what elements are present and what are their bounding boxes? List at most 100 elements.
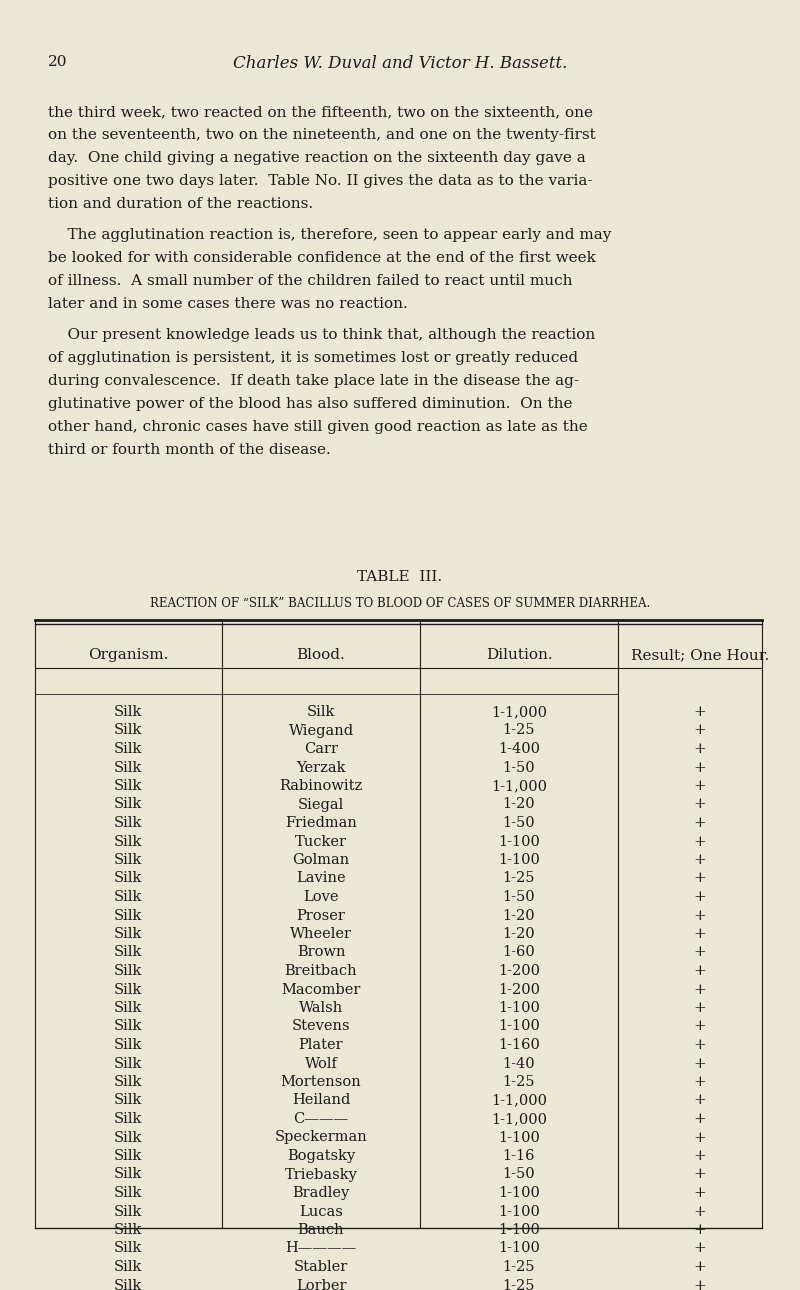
Text: Tucker: Tucker	[295, 835, 347, 849]
Text: +: +	[694, 835, 706, 849]
Text: 1-100: 1-100	[498, 835, 540, 849]
Text: 1-25: 1-25	[502, 872, 535, 885]
Text: Silk: Silk	[114, 779, 142, 793]
Text: Silk: Silk	[114, 1223, 142, 1237]
Text: Brown: Brown	[297, 946, 346, 960]
Text: Macomber: Macomber	[282, 983, 361, 996]
Text: +: +	[694, 964, 706, 978]
Text: Yerzak: Yerzak	[296, 761, 346, 774]
Text: Silk: Silk	[114, 983, 142, 996]
Text: Plater: Plater	[298, 1038, 343, 1053]
Text: +: +	[694, 1278, 706, 1290]
Text: 1-25: 1-25	[502, 1075, 535, 1089]
Text: 1-100: 1-100	[498, 1205, 540, 1219]
Text: 1-1,000: 1-1,000	[491, 706, 547, 719]
Text: +: +	[694, 742, 706, 756]
Text: Silk: Silk	[114, 1001, 142, 1015]
Text: +: +	[694, 1075, 706, 1089]
Text: TABLE  III.: TABLE III.	[358, 570, 442, 584]
Text: 1-50: 1-50	[502, 890, 535, 904]
Text: the third week, two reacted on the fifteenth, two on the sixteenth, one: the third week, two reacted on the fifte…	[48, 104, 593, 119]
Text: Wheeler: Wheeler	[290, 928, 352, 940]
Text: 1-25: 1-25	[502, 1278, 535, 1290]
Text: Silk: Silk	[114, 1186, 142, 1200]
Text: Organism.: Organism.	[88, 648, 168, 662]
Text: 1-50: 1-50	[502, 817, 535, 829]
Text: Friedman: Friedman	[285, 817, 357, 829]
Text: 1-20: 1-20	[502, 797, 535, 811]
Text: +: +	[694, 853, 706, 867]
Text: Carr: Carr	[304, 742, 338, 756]
Text: Charles W. Duval and Victor H. Bassett.: Charles W. Duval and Victor H. Bassett.	[233, 55, 567, 72]
Text: on the seventeenth, two on the nineteenth, and one on the twenty-first: on the seventeenth, two on the nineteent…	[48, 128, 596, 142]
Text: Silk: Silk	[114, 1094, 142, 1108]
Text: Silk: Silk	[114, 908, 142, 922]
Text: C———: C———	[294, 1112, 349, 1126]
Text: Bauch: Bauch	[298, 1223, 344, 1237]
Text: of illness.  A small number of the children failed to react until much: of illness. A small number of the childr…	[48, 273, 573, 288]
Text: 1-100: 1-100	[498, 1186, 540, 1200]
Text: +: +	[694, 1001, 706, 1015]
Text: 1-20: 1-20	[502, 928, 535, 940]
Text: 1-100: 1-100	[498, 1241, 540, 1255]
Text: during convalescence.  If death take place late in the disease the ag-: during convalescence. If death take plac…	[48, 374, 579, 388]
Text: Silk: Silk	[114, 706, 142, 719]
Text: Blood.: Blood.	[297, 648, 346, 662]
Text: +: +	[694, 872, 706, 885]
Text: +: +	[694, 706, 706, 719]
Text: 1-200: 1-200	[498, 983, 540, 996]
Text: Love: Love	[303, 890, 338, 904]
Text: +: +	[694, 817, 706, 829]
Text: +: +	[694, 928, 706, 940]
Text: 1-50: 1-50	[502, 761, 535, 774]
Text: +: +	[694, 890, 706, 904]
Text: Silk: Silk	[114, 872, 142, 885]
Text: tion and duration of the reactions.: tion and duration of the reactions.	[48, 197, 313, 212]
Text: +: +	[694, 983, 706, 996]
Text: day.  One child giving a negative reaction on the sixteenth day gave a: day. One child giving a negative reactio…	[48, 151, 586, 165]
Text: Our present knowledge leads us to think that, although the reaction: Our present knowledge leads us to think …	[48, 328, 595, 342]
Text: be looked for with considerable confidence at the end of the first week: be looked for with considerable confiden…	[48, 252, 596, 264]
Text: +: +	[694, 1241, 706, 1255]
Text: Speckerman: Speckerman	[274, 1130, 367, 1144]
Text: 1-20: 1-20	[502, 908, 535, 922]
Text: Lorber: Lorber	[296, 1278, 346, 1290]
Text: Proser: Proser	[297, 908, 346, 922]
Text: 1-100: 1-100	[498, 1223, 540, 1237]
Text: third or fourth month of the disease.: third or fourth month of the disease.	[48, 442, 330, 457]
Text: Silk: Silk	[114, 761, 142, 774]
Text: The agglutination reaction is, therefore, seen to appear early and may: The agglutination reaction is, therefore…	[48, 228, 611, 243]
Text: Triebasky: Triebasky	[285, 1167, 358, 1182]
Text: Result; One Hour.: Result; One Hour.	[631, 648, 769, 662]
Text: Heiland: Heiland	[292, 1094, 350, 1108]
Text: other hand, chronic cases have still given good reaction as late as the: other hand, chronic cases have still giv…	[48, 421, 588, 433]
Text: Lavine: Lavine	[296, 872, 346, 885]
Text: positive one two days later.  Table No. II gives the data as to the varia-: positive one two days later. Table No. I…	[48, 174, 593, 188]
Text: Siegal: Siegal	[298, 797, 344, 811]
Text: later and in some cases there was no reaction.: later and in some cases there was no rea…	[48, 297, 408, 311]
Text: Silk: Silk	[114, 1019, 142, 1033]
Text: Silk: Silk	[114, 964, 142, 978]
Text: Breitbach: Breitbach	[285, 964, 358, 978]
Text: Silk: Silk	[114, 797, 142, 811]
Text: Golman: Golman	[292, 853, 350, 867]
Text: Wiegand: Wiegand	[289, 724, 354, 738]
Text: Dilution.: Dilution.	[486, 648, 552, 662]
Text: 1-100: 1-100	[498, 1130, 540, 1144]
Text: +: +	[694, 1223, 706, 1237]
Text: +: +	[694, 1019, 706, 1033]
Text: +: +	[694, 1186, 706, 1200]
Text: +: +	[694, 946, 706, 960]
Text: +: +	[694, 1149, 706, 1164]
Text: 1-100: 1-100	[498, 853, 540, 867]
Text: 1-40: 1-40	[502, 1057, 535, 1071]
Text: 1-400: 1-400	[498, 742, 540, 756]
Text: 1-100: 1-100	[498, 1019, 540, 1033]
Text: 1-25: 1-25	[502, 724, 535, 738]
Text: Silk: Silk	[114, 1205, 142, 1219]
Text: 1-100: 1-100	[498, 1001, 540, 1015]
Text: Bogatsky: Bogatsky	[287, 1149, 355, 1164]
Text: 1-60: 1-60	[502, 946, 535, 960]
Text: 1-25: 1-25	[502, 1260, 535, 1275]
Text: Silk: Silk	[114, 1112, 142, 1126]
